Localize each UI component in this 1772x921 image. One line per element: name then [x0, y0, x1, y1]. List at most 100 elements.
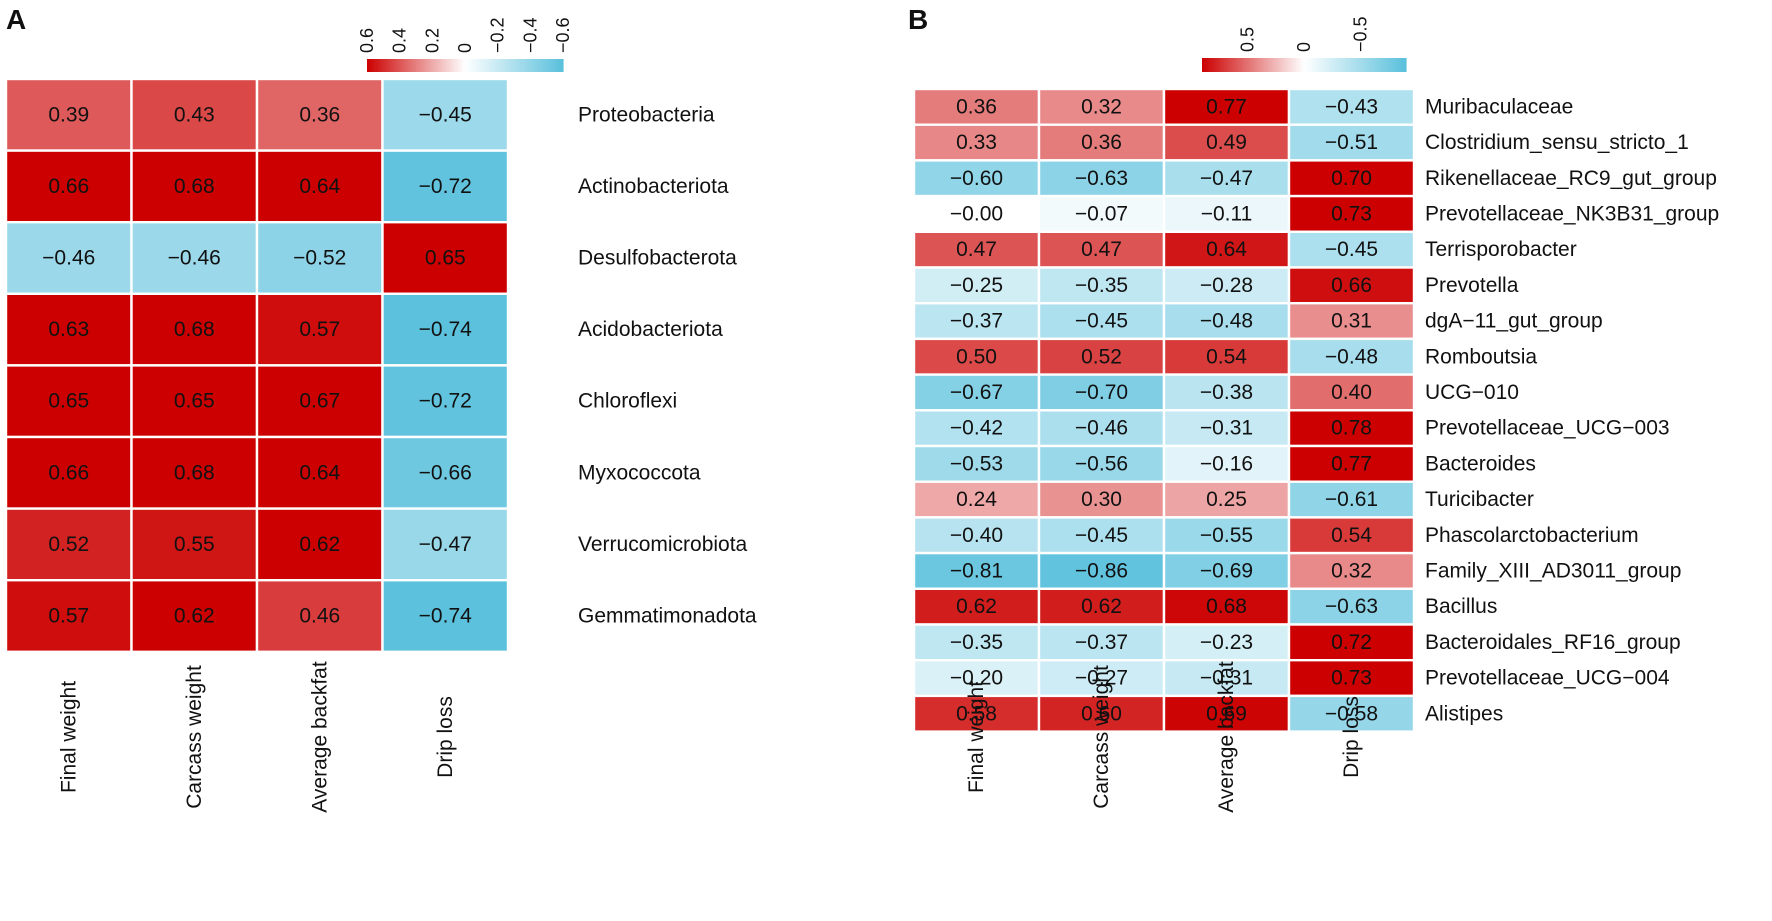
legend-a-gradient-segment [394, 59, 397, 72]
legend-b-gradient-segment [1242, 58, 1246, 72]
legend-b-gradient-segment [1361, 58, 1364, 72]
legend-a-gradient-segment [390, 59, 394, 72]
heatmap-b-row-label: Phascolarctobacterium [1425, 524, 1639, 547]
heatmap-b-cell-label: −0.37 [1075, 631, 1128, 654]
legend-a-gradient-segment [412, 59, 415, 72]
heatmap-b-cell-label: 0.66 [1331, 274, 1372, 297]
heatmap-b-row-label: Bacteroidales_RF16_group [1425, 631, 1681, 654]
heatmap-a-cell [381, 292, 510, 367]
legend-a-gradient-segment [480, 59, 484, 72]
heatmap-b-cell-label: −0.53 [950, 452, 1003, 475]
heatmap-a-row-label: Acidobacteriota [578, 318, 723, 341]
legend-a-gradient-segment [367, 59, 370, 72]
heatmap-a-cell [130, 77, 259, 152]
legend-b-gradient-segment [1216, 58, 1219, 72]
legend-a-gradient-segment [392, 59, 396, 72]
heatmap-b-cell-label: −0.20 [950, 667, 1003, 690]
heatmap-b-cell [1037, 337, 1166, 376]
heatmap-a-cell [381, 579, 510, 654]
legend-a-gradient-segment [398, 59, 401, 72]
heatmap-a-row-label: Chloroflexi [578, 390, 677, 413]
heatmap-b-cell-label: −0.46 [1075, 417, 1128, 440]
heatmap-a-cell [4, 77, 133, 152]
heatmap-b-cell [1287, 373, 1416, 412]
heatmap-a-cell [381, 507, 510, 582]
heatmap-b-cell-label: 0.32 [1081, 95, 1122, 118]
heatmap-b-row-label: Prevotellaceae_NK3B31_group [1425, 202, 1719, 225]
legend-b-gradient-segment [1226, 58, 1230, 72]
legend-b-gradient-segment [1224, 58, 1228, 72]
heatmap-b-cell-label: 0.49 [1206, 131, 1247, 154]
heatmap-b-cell [912, 337, 1041, 376]
heatmap-a-row-label: Proteobacteria [578, 103, 715, 126]
heatmap-b-cell-label: 0.77 [1206, 95, 1247, 118]
legend-b-gradient-segment [1336, 58, 1340, 72]
heatmap-b-cell [1162, 409, 1291, 448]
heatmap-b-cell [912, 123, 1041, 162]
legend-b-gradient-segment [1393, 58, 1397, 72]
heatmap-b-col-label: Average backfat [1215, 661, 1238, 813]
legend-b-gradient-segment [1348, 58, 1352, 72]
heatmap-b-cell-label: −0.43 [1325, 95, 1378, 118]
legend-a-gradient-segment [416, 59, 419, 72]
heatmap-b-cell [1162, 623, 1291, 662]
legend-a-gradient-segment [441, 59, 445, 72]
legend-a-gradient-segment [500, 59, 503, 72]
legend-b-gradient-segment [1304, 58, 1307, 72]
heatmap-b-cell-label: −0.69 [1200, 559, 1253, 582]
heatmap-b-cell [912, 480, 1041, 519]
heatmap-b-row-label: UCG−010 [1425, 381, 1519, 404]
heatmap-a-cell-label: 0.64 [299, 461, 340, 484]
heatmap-a-cell-label: −0.72 [419, 175, 472, 198]
legend-b-gradient-segment [1265, 58, 1268, 72]
legend-a-gradient-segment [508, 59, 511, 72]
heatmap-b-col-label: Carcass weight [1090, 665, 1113, 809]
legend-b-gradient-segment [1338, 58, 1342, 72]
legend-a-gradient-segment [470, 59, 474, 72]
legend-b-gradient-segment [1340, 58, 1344, 72]
legend-a-gradient-segment [543, 59, 546, 72]
heatmap-b-cell-label: −0.67 [950, 381, 1003, 404]
legend-b-gradient-segment [1261, 58, 1264, 72]
legend-b-gradient-segment [1371, 58, 1374, 72]
legend-a-gradient-segment [400, 59, 403, 72]
legend-a-gradient-segment [461, 59, 464, 72]
heatmap-a-cell [4, 579, 133, 654]
heatmap-b-cell [1162, 159, 1291, 198]
legend-a-gradient-segment [539, 59, 543, 72]
heatmap-panel-a: 0.39 0.43 0.36 −0.45 0.66 0.68 0.64 −0.72 −0.46 −… [4, 17, 757, 813]
legend-a-gradient-segment [427, 59, 431, 72]
legend-a-gradient-segment [502, 59, 505, 72]
legend-a-gradient-segment [557, 59, 560, 72]
heatmap-b-cell-label: 0.33 [956, 131, 997, 154]
legend-b-gradient-segment [1232, 58, 1236, 72]
legend-a-gradient-segment [531, 59, 535, 72]
legend-a-gradient-segment [414, 59, 417, 72]
heatmap-b-cell-label: 0.77 [1331, 452, 1372, 475]
legend-b-gradient-segment [1385, 58, 1389, 72]
legend-a-gradient-segment [370, 59, 374, 72]
heatmap-a-cell-label: −0.45 [419, 103, 472, 126]
heatmap-a-cell-label: 0.68 [174, 461, 215, 484]
heatmap-b-cell-label: 0.62 [956, 595, 997, 618]
legend-b-gradient-segment [1210, 58, 1213, 72]
heatmap-b-cell-label: −0.56 [1075, 452, 1128, 475]
legend-b-gradient-segment [1399, 58, 1403, 72]
heatmap-a-row-label: Actinobacteriota [578, 175, 729, 198]
legend-b-gradient-segment [1204, 58, 1207, 72]
heatmap-a-cell-label: −0.74 [419, 318, 472, 341]
legend-a-gradient-segment [525, 59, 529, 72]
legend-a-gradient-segment [474, 59, 478, 72]
legend-a-gradient-segment [547, 59, 550, 72]
heatmap-a-cell-label: −0.47 [419, 533, 472, 556]
heatmap-a-cell-label: 0.46 [299, 605, 340, 628]
heatmap-b-cell-label: −0.63 [1075, 167, 1128, 190]
heatmap-a-cell-label: 0.55 [174, 533, 215, 556]
legend-a-gradient-segment [410, 59, 413, 72]
legend-a-gradient-segment [512, 59, 515, 72]
legend-b-gradient-segment [1318, 58, 1321, 72]
heatmap-b-cell-label: −0.42 [950, 417, 1003, 440]
heatmap-a-cell [130, 435, 259, 510]
legend-b-gradient-segment [1387, 58, 1391, 72]
legend-a-gradient-segment [402, 59, 405, 72]
